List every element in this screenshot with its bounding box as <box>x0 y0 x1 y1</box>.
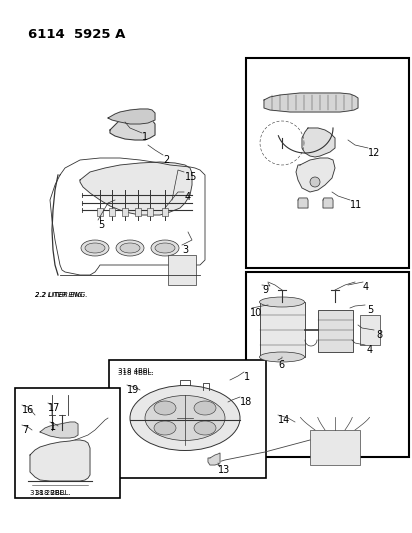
Ellipse shape <box>260 297 304 307</box>
Text: 10: 10 <box>250 308 262 318</box>
Bar <box>260 302 305 357</box>
Text: 6: 6 <box>278 360 284 370</box>
Bar <box>246 272 409 457</box>
Ellipse shape <box>151 240 179 256</box>
Text: 15: 15 <box>185 172 197 182</box>
Polygon shape <box>298 198 308 208</box>
Ellipse shape <box>85 243 105 253</box>
Polygon shape <box>30 440 90 481</box>
Ellipse shape <box>145 395 225 440</box>
Bar <box>97 208 103 216</box>
Ellipse shape <box>154 421 176 435</box>
Bar <box>109 208 115 216</box>
Text: 11: 11 <box>350 200 362 210</box>
Text: 1: 1 <box>142 132 148 142</box>
Text: 4: 4 <box>363 282 369 292</box>
Ellipse shape <box>154 401 176 415</box>
Polygon shape <box>40 422 78 438</box>
Bar <box>310 430 360 465</box>
Text: 18: 18 <box>240 397 252 407</box>
Polygon shape <box>208 453 220 465</box>
Text: 318 4BBL.: 318 4BBL. <box>118 370 154 376</box>
Text: 4: 4 <box>185 192 191 202</box>
Ellipse shape <box>194 401 216 415</box>
Text: 318 4BBL.: 318 4BBL. <box>118 368 154 374</box>
Text: 1: 1 <box>50 422 56 432</box>
Text: 13: 13 <box>218 465 230 475</box>
Text: 9: 9 <box>262 285 268 295</box>
Text: 19: 19 <box>127 385 139 395</box>
Bar <box>109 360 266 478</box>
Ellipse shape <box>194 421 216 435</box>
Polygon shape <box>264 93 358 112</box>
Text: 318 2BBL.: 318 2BBL. <box>30 490 66 496</box>
Text: 2.2 LITER ENG.: 2.2 LITER ENG. <box>35 292 85 298</box>
Text: 4: 4 <box>367 345 373 355</box>
Text: 1: 1 <box>244 372 250 382</box>
Bar <box>168 255 196 285</box>
Ellipse shape <box>260 352 304 362</box>
Bar <box>162 208 168 216</box>
Text: 12: 12 <box>368 148 380 158</box>
Bar <box>318 310 353 352</box>
Ellipse shape <box>81 240 109 256</box>
Bar <box>135 208 141 216</box>
Bar <box>360 315 380 345</box>
Text: 7: 7 <box>22 425 28 435</box>
Ellipse shape <box>116 240 144 256</box>
Polygon shape <box>108 109 155 124</box>
Ellipse shape <box>120 243 140 253</box>
Polygon shape <box>296 158 335 192</box>
Polygon shape <box>323 198 333 208</box>
Text: 14: 14 <box>278 415 290 425</box>
Text: 2.2 LITER ENG.: 2.2 LITER ENG. <box>35 292 87 298</box>
Text: 5: 5 <box>367 305 373 315</box>
Text: 17: 17 <box>48 403 61 413</box>
Bar <box>246 58 409 268</box>
Text: 6114  5925 A: 6114 5925 A <box>28 28 125 41</box>
Text: 318 2BBL.: 318 2BBL. <box>35 490 71 496</box>
Ellipse shape <box>155 243 175 253</box>
Bar <box>15 388 120 498</box>
Text: 16: 16 <box>22 405 34 415</box>
Bar <box>122 208 128 216</box>
Text: 2: 2 <box>163 155 169 165</box>
Polygon shape <box>302 128 335 157</box>
Bar <box>147 208 153 216</box>
Circle shape <box>310 177 320 187</box>
Text: 3: 3 <box>182 245 188 255</box>
Polygon shape <box>110 118 155 140</box>
Text: 8: 8 <box>376 330 382 340</box>
Text: 5: 5 <box>98 220 104 230</box>
Polygon shape <box>80 162 192 215</box>
Ellipse shape <box>130 385 240 450</box>
